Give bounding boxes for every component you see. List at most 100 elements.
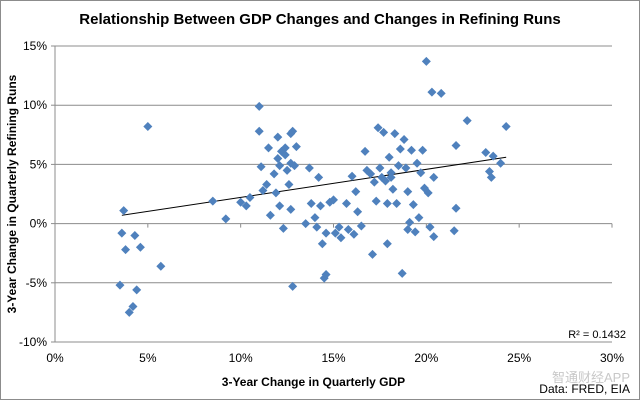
- data-point: [347, 171, 357, 181]
- data-point: [382, 239, 392, 249]
- data-point: [481, 148, 491, 158]
- data-point: [282, 165, 292, 175]
- data-point: [386, 168, 396, 178]
- data-point: [382, 198, 392, 208]
- data-point: [329, 195, 338, 205]
- data-point: [321, 270, 331, 280]
- data-point: [343, 225, 353, 235]
- data-point: [124, 307, 134, 317]
- tick-labels: -10% -5% 0% 5% 10% 15% 0% 5% 10% 15% 20% 25% 30%: [19, 39, 624, 365]
- data-point: [143, 122, 153, 132]
- x-tick-label: 5%: [139, 351, 157, 365]
- data-point: [208, 196, 218, 206]
- data-point: [271, 188, 281, 198]
- data-point: [462, 116, 472, 126]
- data-point: [496, 158, 506, 168]
- data-point: [269, 169, 279, 179]
- data-point: [304, 163, 314, 173]
- data-point: [429, 232, 439, 242]
- data-point: [436, 88, 446, 98]
- data-point: [390, 129, 400, 139]
- r-squared-label: R² = 0.1432: [568, 329, 626, 341]
- data-point: [349, 229, 359, 239]
- data-point: [392, 198, 402, 208]
- x-tick-label: 30%: [600, 351, 624, 365]
- data-point: [115, 280, 125, 290]
- data-point: [245, 193, 255, 203]
- y-tick-label: 0%: [30, 217, 48, 231]
- data-point: [397, 268, 407, 278]
- data-point: [291, 142, 301, 152]
- data-point: [408, 200, 418, 210]
- data-point: [254, 101, 264, 111]
- data-point: [119, 206, 129, 216]
- data-point: [273, 132, 283, 142]
- source-note: Data: FRED, EIA: [539, 382, 630, 396]
- data-point: [128, 301, 138, 311]
- data-point: [429, 172, 439, 182]
- y-tick-label: 5%: [30, 157, 48, 171]
- data-point: [132, 285, 142, 295]
- data-point: [310, 213, 320, 223]
- data-point: [334, 222, 344, 232]
- data-point: [275, 161, 285, 171]
- grid-lines: [55, 45, 612, 343]
- data-point: [425, 222, 435, 232]
- data-point: [393, 161, 403, 171]
- y-tick-label: 15%: [23, 39, 47, 53]
- data-point: [418, 145, 428, 155]
- data-point: [262, 180, 272, 190]
- x-tick-label: 0%: [46, 351, 64, 365]
- data-point: [351, 187, 361, 197]
- data-point: [501, 122, 511, 132]
- data-point: [135, 242, 145, 252]
- data-point: [288, 126, 298, 136]
- data-point: [369, 177, 379, 187]
- data-point: [280, 143, 290, 153]
- data-point: [366, 169, 376, 179]
- data-point: [405, 217, 415, 227]
- y-tick-label: 10%: [23, 98, 47, 112]
- data-point: [384, 152, 394, 162]
- data-point: [403, 225, 413, 235]
- data-point: [254, 126, 264, 136]
- chart-title: Relationship Between GDP Changes and Cha…: [79, 11, 560, 28]
- axes: [51, 45, 613, 343]
- data-point: [288, 281, 298, 291]
- data-point: [423, 188, 433, 198]
- data-point: [284, 180, 294, 190]
- data-point: [367, 249, 377, 259]
- data-point: [221, 214, 231, 224]
- data-point: [314, 172, 324, 182]
- data-point: [121, 245, 131, 255]
- data-point: [356, 221, 366, 231]
- data-point: [321, 228, 331, 238]
- y-tick-label: -10%: [19, 335, 47, 349]
- data-point: [410, 227, 420, 237]
- data-point: [317, 239, 327, 249]
- x-tick-label: 20%: [414, 351, 438, 365]
- x-tick-label: 25%: [507, 351, 531, 365]
- data-point: [264, 143, 274, 153]
- data-point: [416, 168, 426, 178]
- data-point: [278, 223, 288, 233]
- x-axis-title: 3-Year Change in Quarterly GDP: [222, 375, 405, 389]
- data-point: [449, 226, 459, 236]
- data-point: [258, 185, 268, 195]
- data-point: [401, 163, 411, 173]
- data-point: [156, 261, 166, 271]
- data-point: [301, 219, 311, 229]
- data-point: [375, 163, 385, 173]
- data-point: [353, 207, 363, 217]
- data-point: [273, 153, 283, 163]
- data-point: [399, 135, 409, 145]
- data-point: [388, 184, 398, 194]
- watermark-text: 智通财经APP: [552, 370, 630, 385]
- data-point: [290, 161, 300, 171]
- data-point: [275, 201, 285, 211]
- data-point: [371, 196, 381, 206]
- data-point: [421, 56, 431, 66]
- y-axis-title: 3-Year Change in Quarterly Refining Runs: [5, 74, 19, 313]
